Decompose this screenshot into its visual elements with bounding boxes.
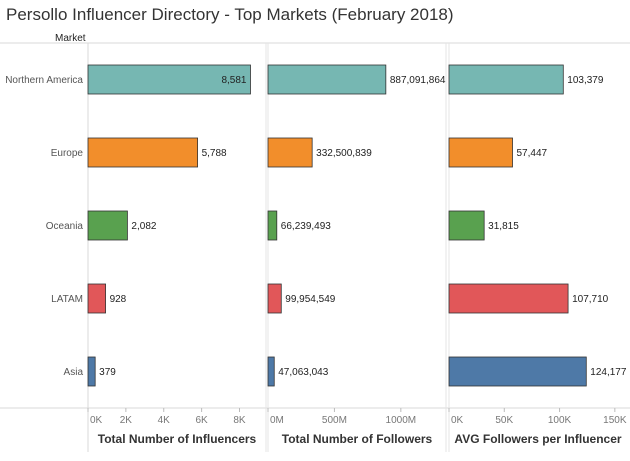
data-label-total-number-of-influencers-northern-america: 8,581 bbox=[221, 75, 246, 86]
tick-label-avg-followers-per-influencer-1: 50K bbox=[495, 415, 513, 426]
bar-total-number-of-followers-latam[interactable] bbox=[267, 283, 282, 314]
bar-avg-followers-per-influencer-northern-america[interactable] bbox=[448, 64, 564, 95]
data-label-total-number-of-influencers-asia: 379 bbox=[99, 367, 116, 378]
tick-label-total-number-of-followers-2: 1000M bbox=[386, 415, 417, 426]
category-label-northern-america: Northern America bbox=[5, 75, 83, 86]
chart-title: Persollo Influencer Directory - Top Mark… bbox=[6, 5, 454, 24]
tick-label-total-number-of-influencers-0: 0K bbox=[90, 415, 103, 426]
data-label-total-number-of-followers-europe: 332,500,839 bbox=[316, 148, 372, 159]
bar-avg-followers-per-influencer-europe[interactable] bbox=[448, 137, 513, 168]
tick-label-total-number-of-influencers-4: 8K bbox=[233, 415, 246, 426]
tick-label-avg-followers-per-influencer-3: 150K bbox=[603, 415, 627, 426]
bar-avg-followers-per-influencer-asia[interactable] bbox=[448, 356, 587, 387]
tick-label-total-number-of-followers-0: 0M bbox=[270, 415, 284, 426]
data-label-avg-followers-per-influencer-northern-america: 103,379 bbox=[567, 75, 604, 86]
tick-label-total-number-of-influencers-1: 2K bbox=[120, 415, 133, 426]
data-label-avg-followers-per-influencer-asia: 124,177 bbox=[590, 367, 627, 378]
x-axis-title-avg-followers-per-influencer: AVG Followers per Influencer bbox=[454, 432, 621, 446]
category-label-asia: Asia bbox=[64, 367, 84, 378]
bar-total-number-of-influencers-northern-america[interactable] bbox=[87, 64, 251, 95]
x-axis-title-total-number-of-followers: Total Number of Followers bbox=[282, 432, 433, 446]
bar-total-number-of-influencers-asia[interactable] bbox=[87, 356, 96, 387]
tick-label-total-number-of-followers-1: 500M bbox=[322, 415, 347, 426]
data-label-avg-followers-per-influencer-latam: 107,710 bbox=[572, 294, 609, 305]
bar-total-number-of-followers-oceania[interactable] bbox=[267, 210, 278, 241]
category-label-latam: LATAM bbox=[51, 294, 83, 305]
bar-avg-followers-per-influencer-oceania[interactable] bbox=[448, 210, 485, 241]
data-label-total-number-of-influencers-oceania: 2,082 bbox=[131, 221, 156, 232]
tick-label-total-number-of-influencers-2: 4K bbox=[158, 415, 171, 426]
bar-avg-followers-per-influencer-latam[interactable] bbox=[448, 283, 569, 314]
bar-total-number-of-followers-asia[interactable] bbox=[267, 356, 275, 387]
row-header-market: Market bbox=[55, 33, 86, 44]
bar-total-number-of-influencers-europe[interactable] bbox=[87, 137, 199, 168]
data-label-total-number-of-followers-latam: 99,954,549 bbox=[285, 294, 335, 305]
data-label-total-number-of-influencers-latam: 928 bbox=[110, 294, 127, 305]
tick-label-avg-followers-per-influencer-2: 100K bbox=[548, 415, 572, 426]
category-label-europe: Europe bbox=[51, 148, 84, 159]
bar-total-number-of-influencers-latam[interactable] bbox=[87, 283, 106, 314]
data-label-total-number-of-followers-northern-america: 887,091,864 bbox=[390, 75, 446, 86]
category-label-oceania: Oceania bbox=[46, 221, 84, 232]
data-label-avg-followers-per-influencer-europe: 57,447 bbox=[517, 148, 548, 159]
tick-label-avg-followers-per-influencer-0: 0K bbox=[451, 415, 464, 426]
data-label-total-number-of-followers-oceania: 66,239,493 bbox=[281, 221, 331, 232]
bar-total-number-of-influencers-oceania[interactable] bbox=[87, 210, 128, 241]
data-label-total-number-of-influencers-europe: 5,788 bbox=[202, 148, 227, 159]
bar-total-number-of-followers-europe[interactable] bbox=[267, 137, 313, 168]
bar-total-number-of-followers-northern-america[interactable] bbox=[267, 64, 387, 95]
tick-label-total-number-of-influencers-3: 6K bbox=[195, 415, 208, 426]
data-label-avg-followers-per-influencer-oceania: 31,815 bbox=[488, 221, 519, 232]
x-axis-title-total-number-of-influencers: Total Number of Influencers bbox=[98, 432, 257, 446]
data-label-total-number-of-followers-asia: 47,063,043 bbox=[278, 367, 328, 378]
